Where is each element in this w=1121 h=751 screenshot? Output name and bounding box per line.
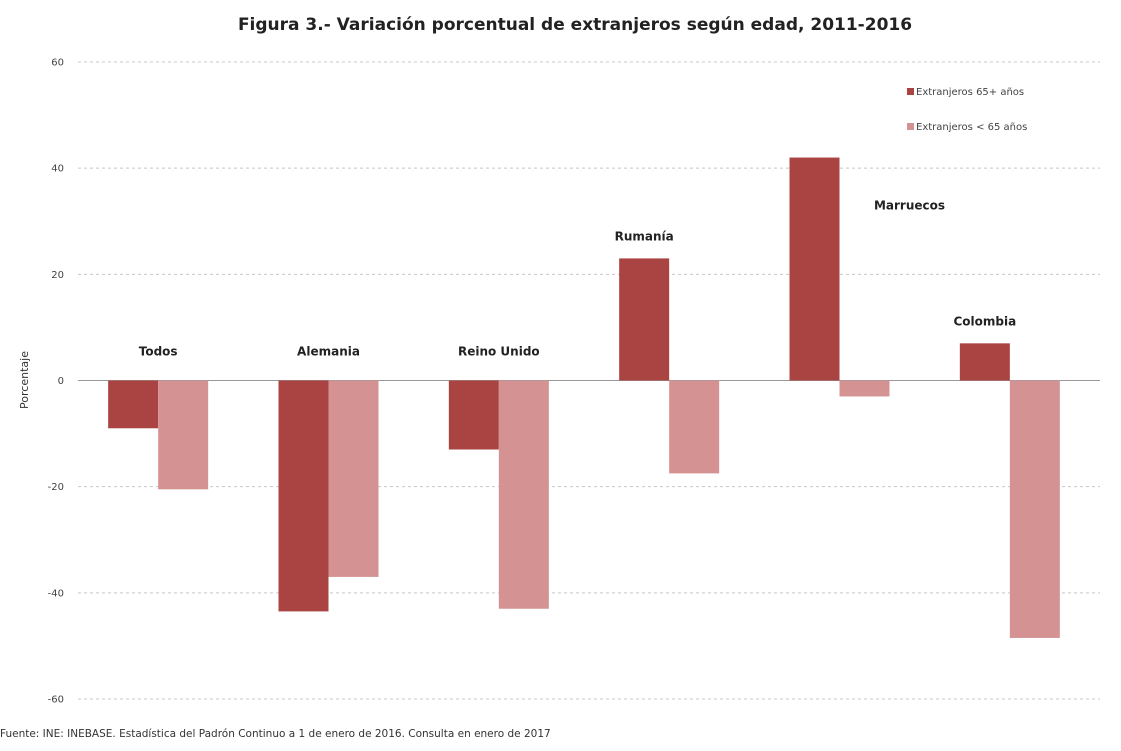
legend-entry: Extranjeros 65+ años [916, 87, 1024, 98]
category-labels: Todos Alemania Reino Unido Rumanía Marruecos… [139, 199, 1016, 359]
legend: Extranjeros 65+ años Extranjeros < 65 año… [907, 87, 1027, 133]
category-label: Marruecos [874, 199, 945, 213]
y-tick-label: -40 [48, 588, 64, 599]
bar [789, 157, 840, 381]
y-axis-ticks: 60 40 20 0 -20 -40 -60 [48, 58, 64, 706]
category-label: Alemania [297, 345, 360, 359]
category-label: Colombia [953, 314, 1016, 328]
source-note: Fuente: INE: INEBASE. Estadística del Pa… [0, 728, 551, 740]
bars [108, 157, 1060, 638]
legend-entry: Extranjeros < 65 años [916, 122, 1027, 133]
bar [158, 380, 209, 490]
bar [328, 380, 379, 577]
bar [959, 343, 1010, 381]
category-label: Rumanía [615, 229, 674, 243]
bar [619, 258, 670, 381]
y-tick-label: 20 [51, 270, 64, 281]
bar [669, 380, 720, 474]
legend-swatch [907, 123, 914, 130]
bar [839, 380, 890, 397]
category-label: Reino Unido [458, 345, 540, 359]
bar [448, 380, 499, 450]
y-tick-label: 40 [51, 164, 64, 175]
category-label: Todos [139, 345, 178, 359]
bar [498, 380, 549, 609]
bar [108, 380, 159, 429]
y-tick-label: -60 [48, 695, 64, 706]
grid-lines [78, 61, 1100, 700]
y-tick-label: 0 [58, 376, 64, 387]
chart-title: Figura 3.- Variación porcentual de extra… [238, 15, 912, 35]
y-axis-label: Porcentaje [18, 351, 31, 409]
y-tick-label: 60 [51, 58, 64, 69]
bar [1009, 380, 1060, 638]
bar [278, 380, 329, 612]
legend-swatch [907, 88, 914, 95]
y-tick-label: -20 [48, 482, 64, 493]
